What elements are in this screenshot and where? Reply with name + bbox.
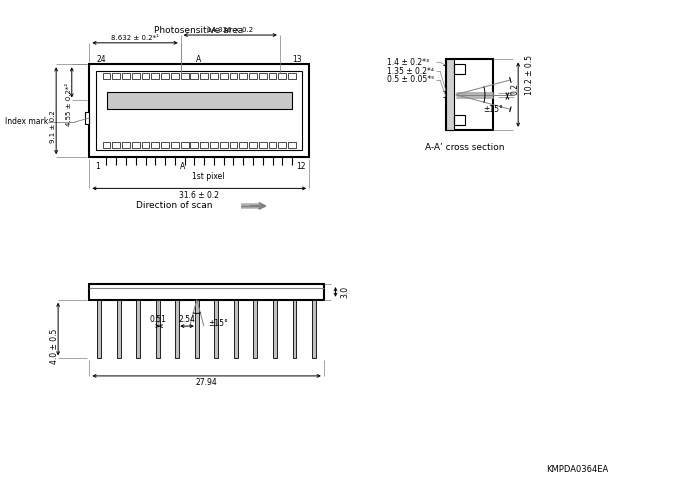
Bar bbox=[258, 142, 267, 148]
Text: 0.2: 0.2 bbox=[511, 83, 520, 95]
Bar bbox=[210, 73, 218, 79]
Bar bbox=[181, 142, 188, 148]
Text: 4.0 ± 0.5: 4.0 ± 0.5 bbox=[50, 329, 59, 364]
Text: 27.94: 27.94 bbox=[195, 378, 218, 387]
Text: 1st pixel: 1st pixel bbox=[192, 172, 225, 181]
Bar bbox=[89, 284, 324, 300]
Bar bbox=[112, 73, 120, 79]
Bar bbox=[312, 300, 316, 358]
Bar bbox=[132, 73, 140, 79]
Text: 9.1 ± 0.2: 9.1 ± 0.2 bbox=[50, 111, 56, 143]
Text: A: A bbox=[196, 55, 202, 64]
Bar bbox=[249, 73, 257, 79]
Text: 1.35 ± 0.2*⁴: 1.35 ± 0.2*⁴ bbox=[387, 67, 434, 75]
Text: A-A’ cross section: A-A’ cross section bbox=[425, 143, 505, 152]
Bar bbox=[161, 142, 169, 148]
Bar bbox=[161, 73, 169, 79]
Bar bbox=[220, 142, 227, 148]
Bar bbox=[107, 92, 292, 109]
Text: 0.51: 0.51 bbox=[149, 315, 166, 324]
Text: 8.632 ± 0.2*¹: 8.632 ± 0.2*¹ bbox=[111, 35, 159, 41]
Bar bbox=[254, 300, 257, 358]
Bar bbox=[454, 115, 466, 125]
Bar bbox=[200, 142, 208, 148]
Bar bbox=[279, 73, 286, 79]
Bar bbox=[239, 73, 247, 79]
Text: 24: 24 bbox=[96, 55, 106, 64]
Bar bbox=[137, 300, 140, 358]
Text: 1: 1 bbox=[95, 162, 100, 172]
Bar bbox=[279, 142, 286, 148]
Bar bbox=[103, 142, 110, 148]
Bar bbox=[273, 300, 277, 358]
Text: Direction of scan: Direction of scan bbox=[137, 202, 213, 211]
Bar bbox=[454, 64, 466, 74]
Bar bbox=[210, 142, 218, 148]
Text: Index mark: Index mark bbox=[5, 117, 49, 127]
Bar bbox=[96, 71, 302, 150]
Bar bbox=[191, 73, 198, 79]
Bar bbox=[122, 73, 130, 79]
Bar bbox=[171, 142, 179, 148]
Bar bbox=[103, 73, 110, 79]
Bar bbox=[239, 142, 247, 148]
Bar bbox=[132, 142, 140, 148]
Bar bbox=[258, 73, 267, 79]
Text: 0.5 ± 0.05*⁵: 0.5 ± 0.05*⁵ bbox=[387, 75, 435, 84]
Text: 3.0: 3.0 bbox=[341, 286, 350, 298]
Bar bbox=[249, 142, 257, 148]
Bar bbox=[220, 73, 227, 79]
Text: KMPDA0364EA: KMPDA0364EA bbox=[547, 465, 609, 474]
Bar bbox=[195, 300, 199, 358]
Bar bbox=[171, 73, 179, 79]
Text: ±15°: ±15° bbox=[209, 318, 228, 328]
Bar bbox=[175, 300, 179, 358]
Text: Photosensitive area: Photosensitive area bbox=[154, 26, 243, 35]
Bar bbox=[156, 300, 159, 358]
Text: 1.4 ± 0.2*³: 1.4 ± 0.2*³ bbox=[387, 58, 430, 67]
Bar bbox=[214, 300, 218, 358]
Bar bbox=[446, 60, 454, 130]
Bar bbox=[229, 142, 237, 148]
Bar bbox=[97, 300, 101, 358]
Bar bbox=[269, 142, 277, 148]
Text: 4.55 ± 0.2*²: 4.55 ± 0.2*² bbox=[66, 82, 72, 126]
Text: 13: 13 bbox=[292, 55, 302, 64]
Bar bbox=[151, 142, 159, 148]
Text: 12: 12 bbox=[297, 162, 306, 172]
Text: 31.6 ± 0.2: 31.6 ± 0.2 bbox=[179, 191, 219, 200]
Bar bbox=[141, 142, 150, 148]
Bar bbox=[141, 73, 150, 79]
Bar bbox=[234, 300, 238, 358]
Bar bbox=[112, 142, 120, 148]
Bar bbox=[200, 73, 208, 79]
Text: ±15°: ±15° bbox=[483, 105, 502, 114]
Text: 10.2 ± 0.5: 10.2 ± 0.5 bbox=[525, 55, 534, 95]
Text: A’: A’ bbox=[180, 162, 188, 172]
Text: 14.336 × 0.2: 14.336 × 0.2 bbox=[207, 27, 254, 33]
Bar bbox=[446, 60, 493, 130]
Bar bbox=[181, 73, 188, 79]
Bar bbox=[151, 73, 159, 79]
Bar bbox=[89, 64, 309, 157]
Bar bbox=[229, 73, 237, 79]
Text: 2.54: 2.54 bbox=[179, 315, 195, 324]
Bar bbox=[292, 300, 297, 358]
Bar bbox=[116, 300, 121, 358]
Bar bbox=[191, 142, 198, 148]
Bar bbox=[122, 142, 130, 148]
Bar bbox=[288, 142, 296, 148]
Bar bbox=[269, 73, 277, 79]
Bar bbox=[288, 73, 296, 79]
Bar bbox=[85, 112, 89, 124]
